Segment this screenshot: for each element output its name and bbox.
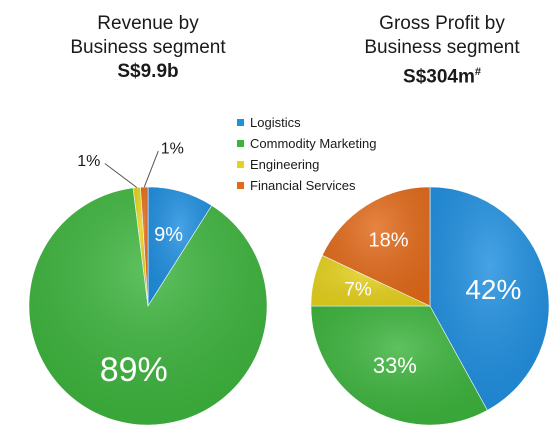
legend-item-logistics: Logistics: [237, 112, 376, 133]
legend-swatch-engineering: [237, 161, 244, 168]
gross-profit-slice-shade-financial-services: [322, 187, 430, 306]
total-footnote-mark: #: [474, 66, 481, 78]
revenue-slice-shade-commodity-marketing: [29, 187, 268, 425]
gross-profit-slice-shade-logistics: [430, 187, 550, 411]
legend-swatch-financial-services: [237, 182, 244, 189]
gross-profit-slice-shade-commodity-marketing: [311, 306, 488, 425]
revenue-slice-shade-logistics: [148, 187, 212, 306]
revenue-slice-shade-engineering: [133, 187, 148, 306]
gross-profit-pie: 42% 33% 7% 18%: [310, 186, 550, 426]
gross-profit-chart-title: Gross Profit by Business segment S$304m#: [330, 12, 554, 89]
legend-swatch-logistics: [237, 119, 244, 126]
revenue-label-financial-services: 1%: [161, 141, 184, 158]
legend-label-engineering: Engineering: [250, 157, 320, 172]
chart-legend: Logistics Commodity Marketing Engineerin…: [237, 112, 376, 196]
revenue-label-engineering: 1%: [77, 153, 100, 170]
revenue-pie: 9% 89% 1% 1%: [28, 141, 268, 426]
gross-profit-title-line2: Business segment: [364, 37, 520, 58]
revenue-label-commodity-marketing: 89%: [100, 351, 168, 389]
legend-item-financial-services: Financial Services: [237, 175, 376, 196]
gross-profit-label-logistics: 42%: [465, 274, 521, 305]
revenue-title-line2: Business segment: [70, 37, 226, 58]
legend-item-commodity-marketing: Commodity Marketing: [237, 133, 376, 154]
revenue-total: S$9.9b: [117, 61, 179, 82]
gross-profit-slice-shade-engineering: [311, 255, 430, 306]
revenue-slice-shade-financial-services: [140, 187, 148, 306]
revenue-title-line1: Revenue by: [97, 13, 199, 34]
gross-profit-label-engineering: 7%: [344, 279, 372, 300]
gross-profit-label-financial-services: 18%: [369, 230, 409, 252]
legend-label-financial-services: Financial Services: [250, 178, 356, 193]
legend-label-logistics: Logistics: [250, 115, 301, 130]
legend-item-engineering: Engineering: [237, 154, 376, 175]
gross-profit-title-line1: Gross Profit by: [379, 13, 505, 34]
gross-profit-label-commodity-marketing: 33%: [373, 353, 417, 378]
legend-swatch-commodity-marketing: [237, 140, 244, 147]
revenue-leader-financial-services: [143, 150, 159, 188]
revenue-label-logistics: 9%: [154, 224, 183, 246]
revenue-chart-title: Revenue by Business segment S$9.9b: [0, 12, 296, 84]
gross-profit-total: S$304m#: [403, 66, 481, 88]
revenue-leader-engineering: [104, 163, 138, 188]
legend-label-commodity-marketing: Commodity Marketing: [250, 136, 377, 151]
